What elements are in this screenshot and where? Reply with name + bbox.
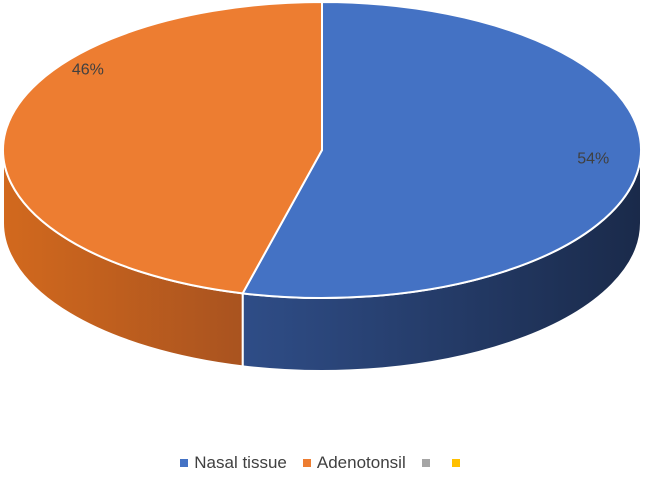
legend-item-4: [451, 459, 466, 467]
pie-slice-0: [241, 1, 642, 299]
legend-swatch: [421, 459, 430, 467]
data-label-0: 54%: [577, 150, 609, 167]
legend-item-3: [421, 459, 436, 467]
legend-swatch: [451, 459, 460, 467]
legend-item-nasal-tissue: Nasal tissue: [180, 453, 287, 473]
legend-item-adenotonsil: Adenotonsil: [302, 453, 406, 473]
legend: Nasal tissue Adenotonsil: [0, 452, 646, 474]
pie-chart: 54% 46%: [2, 1, 642, 372]
legend-swatch: [180, 459, 189, 467]
legend-label: Adenotonsil: [316, 453, 406, 472]
legend-swatch: [302, 459, 311, 467]
data-label-1: 46%: [72, 62, 104, 79]
pie-labels: 54% 46%: [72, 62, 609, 168]
pie-tops: [2, 1, 642, 299]
legend-label: Nasal tissue: [194, 453, 287, 472]
pie-slice-1: [2, 1, 323, 295]
